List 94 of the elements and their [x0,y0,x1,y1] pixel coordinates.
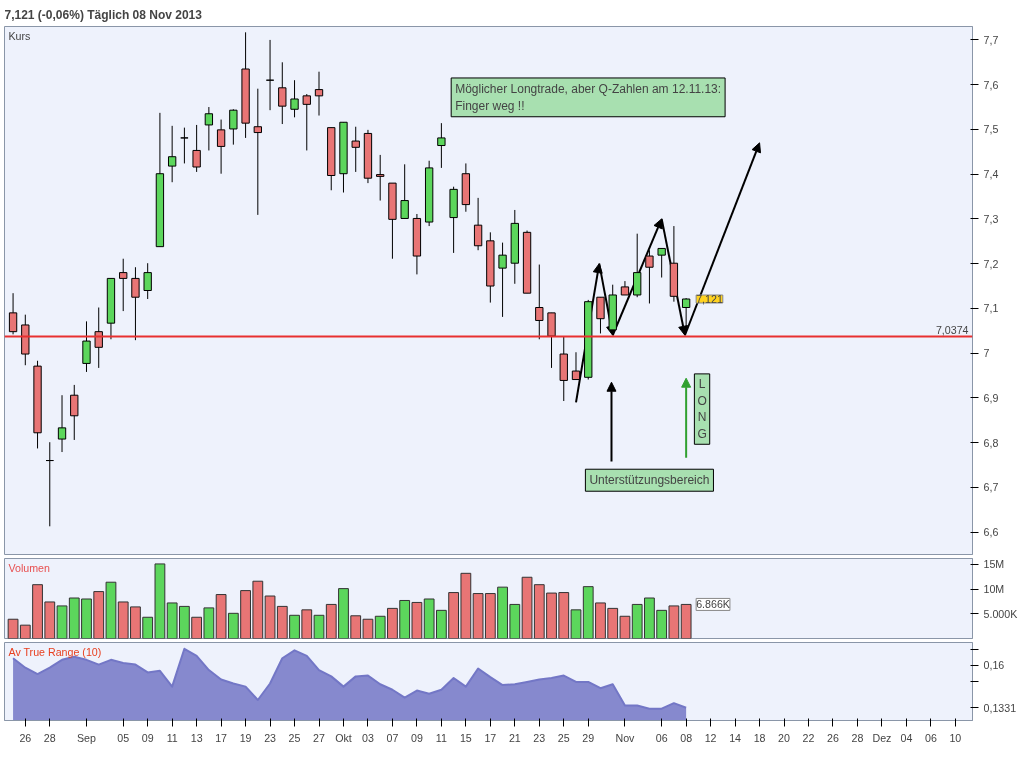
chart-title: Volumen [8,561,51,574]
x-tick-label: 07 [386,731,399,744]
candlestick [94,307,103,369]
candlestick [473,197,483,251]
x-tick-label: 29 [582,731,595,744]
candlestick [535,264,544,340]
y-tick-label: 7,1 [983,302,999,315]
candlestick [204,106,214,151]
candlestick [253,88,262,216]
candlestick [645,249,654,304]
candlestick [229,108,238,146]
x-tick-label: 06 [924,731,937,744]
y-tick-label: 6,7 [983,481,999,494]
x-tick-label: 08 [680,731,693,744]
candlestick [314,71,324,117]
x-tick-label: 26 [19,731,32,744]
x-tick-label: 14 [729,731,742,744]
x-tick-label: 06 [655,731,668,744]
x-tick-label: 15 [459,731,472,744]
x-tick-label: 19 [239,731,252,744]
candlestick [180,127,189,164]
x-tick-label: 11 [166,731,178,744]
y-tick-label: 15M [983,558,1005,571]
x-tick-label: Dez [872,731,892,744]
annotation: Unterstützungsbereich [589,473,710,488]
x-tick-label: 23 [264,731,277,744]
annotation: 6.866K [696,598,730,611]
x-tick-label: 18 [753,731,766,744]
candlestick [498,242,507,318]
candlestick [437,122,446,169]
annotation: Möglicher Longtrade, aber Q-Zahlen am 12.11.13: Finger weg !! [455,81,722,113]
x-tick-label: 10 [949,731,962,744]
x-tick-label: 28 [851,731,864,744]
candlestick [192,124,201,173]
x-tick-label: 22 [802,731,815,744]
x-tick-label: 21 [508,731,521,744]
x-tick-label: 27 [313,731,326,744]
candlestick [70,384,79,441]
candlestick [290,79,299,118]
x-tick-label: 12 [704,731,717,744]
candlestick [57,394,67,453]
y-tick-label: 5.000K [983,607,1018,620]
candlestick [278,61,287,125]
x-tick-label: 20 [778,731,791,744]
x-tick-label: 25 [557,731,570,744]
x-tick-label: Sep [77,731,97,744]
x-tick-label: 28 [43,731,56,744]
annotation: 7,121 [696,293,723,305]
y-tick-label: 7 [983,347,990,360]
candlestick [376,154,385,202]
y-tick-label: 0,16 [983,659,1005,672]
x-tick-label: 17 [215,731,228,744]
x-tick-label: Nov [615,731,636,744]
candlestick [119,258,128,312]
x-tick-label: 23 [533,731,546,744]
y-tick-label: 6,9 [983,391,999,404]
ref-line-label: 7,0374 [935,324,969,337]
y-tick-label: 7,3 [983,212,999,225]
y-tick-label: 7,2 [983,257,999,270]
candlestick [131,266,140,341]
chart-title: 7,121 (-0,06%) Täglich 08 Nov 2013 [4,7,203,22]
candlestick [8,292,18,335]
x-tick-label: 09 [141,731,154,744]
candlestick [143,262,152,300]
x-tick-label: 03 [362,731,374,744]
y-tick-label: 7,6 [983,78,999,91]
candlestick [351,126,360,173]
candlestick [547,312,556,369]
y-tick-label: 10M [983,583,1005,596]
x-tick-label: 04 [900,731,913,744]
y-tick-label: 7,4 [983,168,999,181]
x-tick-label: 13 [190,731,203,744]
x-tick-label: 11 [435,731,447,744]
candlestick [400,163,409,219]
x-tick-label: 17 [484,731,497,744]
candlestick [633,233,642,298]
x-tick-label: 26 [827,731,839,744]
y-tick-label: 7,7 [983,33,999,46]
y-tick-label: 0,1331 [983,701,1017,714]
candlestick [216,119,226,175]
y-axis-title: Kurs [8,29,31,42]
y-tick-label: 6,8 [983,436,999,449]
y-tick-label: 6,6 [983,526,999,539]
chart-title: Av True Range (10) [8,645,102,658]
bar [680,603,692,639]
x-tick-label: Okt [335,731,352,744]
candlestick [82,320,91,373]
annotation: LONG [697,376,707,442]
y-tick-label: 7,5 [983,123,999,136]
candlestick [167,125,177,183]
x-tick-label: 25 [288,731,301,744]
x-tick-label: 09 [410,731,423,744]
candlestick [302,93,311,151]
x-tick-label: 05 [117,731,130,744]
